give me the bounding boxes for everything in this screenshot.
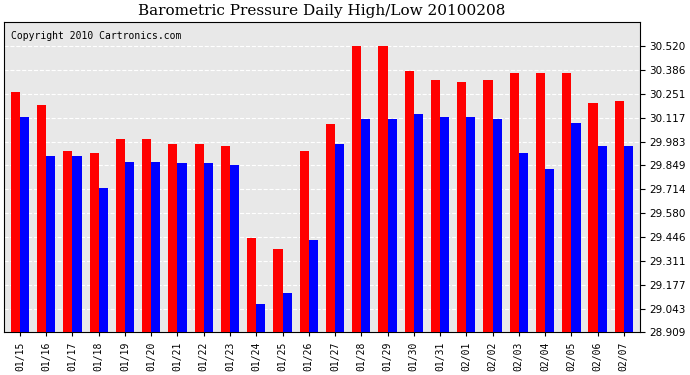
Bar <box>519 153 528 375</box>
Bar <box>536 73 545 375</box>
Bar <box>571 123 580 375</box>
Bar <box>72 156 81 375</box>
Title: Barometric Pressure Daily High/Low 20100208: Barometric Pressure Daily High/Low 20100… <box>138 4 506 18</box>
Bar <box>125 162 134 375</box>
Bar <box>404 71 414 375</box>
Bar <box>362 119 371 375</box>
Bar <box>282 293 292 375</box>
Bar <box>493 119 502 375</box>
Bar <box>90 153 99 375</box>
Bar <box>168 144 177 375</box>
Bar <box>46 156 55 375</box>
Bar <box>440 117 449 375</box>
Bar <box>221 146 230 375</box>
Bar <box>545 169 554 375</box>
Bar <box>615 101 624 375</box>
Bar <box>11 92 20 375</box>
Bar <box>142 138 151 375</box>
Bar <box>457 82 466 375</box>
Bar <box>204 164 213 375</box>
Bar <box>335 144 344 375</box>
Bar <box>151 162 160 375</box>
Bar <box>510 73 519 375</box>
Bar <box>20 117 29 375</box>
Bar <box>63 151 72 375</box>
Bar <box>256 304 266 375</box>
Bar <box>99 188 108 375</box>
Bar <box>388 119 397 375</box>
Bar <box>37 105 46 375</box>
Bar <box>177 164 187 375</box>
Bar <box>414 114 423 375</box>
Bar <box>326 124 335 375</box>
Bar <box>378 46 388 375</box>
Text: Copyright 2010 Cartronics.com: Copyright 2010 Cartronics.com <box>10 32 181 41</box>
Bar <box>247 238 256 375</box>
Bar <box>598 146 607 375</box>
Bar <box>299 151 308 375</box>
Bar <box>562 73 571 375</box>
Bar <box>273 249 282 375</box>
Bar <box>308 240 318 375</box>
Bar <box>230 165 239 375</box>
Bar <box>589 103 598 375</box>
Bar <box>624 146 633 375</box>
Bar <box>116 138 125 375</box>
Bar <box>431 80 440 375</box>
Bar <box>484 80 493 375</box>
Bar <box>352 46 362 375</box>
Bar <box>195 144 204 375</box>
Bar <box>466 117 475 375</box>
